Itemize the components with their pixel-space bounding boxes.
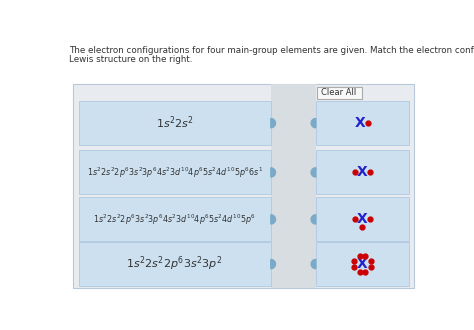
Text: $1s^{2}2s^{2}2p^{6}3s^{2}3p^{6}4s^{2}3d^{10}4p^{6}5s^{2}4d^{10}5p^{6}6s^{1}$: $1s^{2}2s^{2}2p^{6}3s^{2}3p^{6}4s^{2}3d^… [87,165,263,180]
Text: X: X [355,116,365,130]
Text: $1s^{2}2s^{2}2p^{6}3s^{2}3p^{2}$: $1s^{2}2s^{2}2p^{6}3s^{2}3p^{2}$ [127,255,223,273]
FancyBboxPatch shape [79,101,271,145]
Polygon shape [271,118,275,128]
FancyBboxPatch shape [316,150,409,194]
FancyBboxPatch shape [79,197,271,241]
FancyBboxPatch shape [79,242,271,286]
Text: $1s^{2}2s^{2}$: $1s^{2}2s^{2}$ [155,115,194,131]
Polygon shape [271,168,275,177]
FancyBboxPatch shape [316,242,409,286]
Text: X: X [357,257,368,271]
Polygon shape [271,215,275,224]
Text: The electron configurations for four main-group elements are given. Match the el: The electron configurations for four mai… [69,46,474,55]
FancyBboxPatch shape [271,84,316,288]
Text: Clear All: Clear All [321,88,356,97]
Polygon shape [311,215,316,224]
Polygon shape [271,259,275,269]
FancyBboxPatch shape [317,86,362,99]
FancyBboxPatch shape [73,84,414,288]
Polygon shape [311,259,316,269]
Polygon shape [311,168,316,177]
Text: Lewis structure on the right.: Lewis structure on the right. [69,55,192,64]
Text: X: X [357,165,368,180]
FancyBboxPatch shape [316,101,409,145]
FancyBboxPatch shape [316,197,409,241]
Polygon shape [311,118,316,128]
FancyBboxPatch shape [79,150,271,194]
Text: X: X [357,213,368,226]
Text: $1s^{2}2s^{2}2p^{6}3s^{2}3p^{6}4s^{2}3d^{10}4p^{6}5s^{2}4d^{10}5p^{6}$: $1s^{2}2s^{2}2p^{6}3s^{2}3p^{6}4s^{2}3d^… [93,212,256,227]
